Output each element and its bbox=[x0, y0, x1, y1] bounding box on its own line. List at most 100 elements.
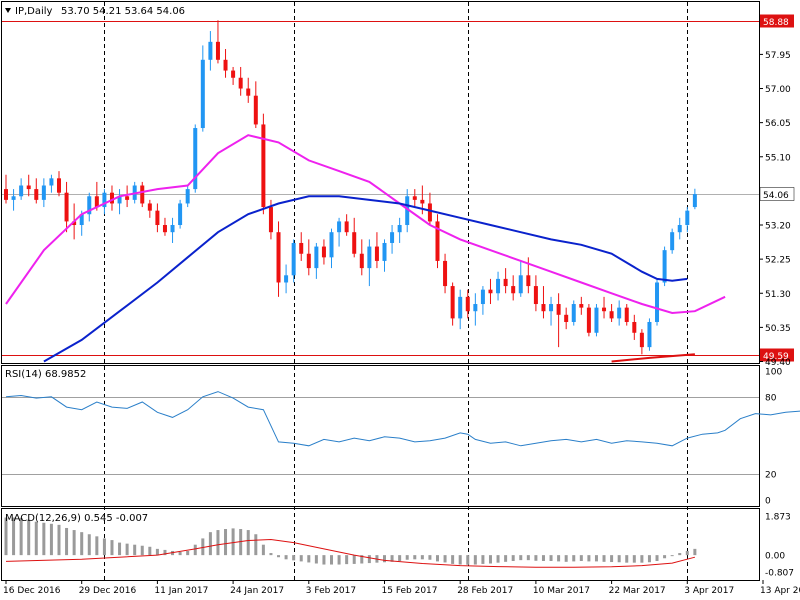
macd-bar-25 bbox=[193, 544, 197, 556]
candle-body-85 bbox=[647, 321, 652, 348]
macd-bar-81 bbox=[617, 555, 621, 563]
macd-bar-38 bbox=[292, 555, 296, 561]
rsi-tick-label-3: 0 bbox=[765, 497, 771, 507]
rsi-pane[interactable] bbox=[1, 365, 760, 507]
candle-body-1 bbox=[11, 196, 16, 200]
candle-body-4 bbox=[34, 189, 39, 200]
x-tick-label-2: 11 Jan 2017 bbox=[154, 586, 208, 596]
macd-bar-2 bbox=[19, 517, 23, 556]
candle-body-75 bbox=[571, 304, 576, 322]
macd-bar-10 bbox=[80, 532, 84, 556]
level-tag-1 bbox=[760, 348, 794, 362]
macd-bar-52 bbox=[398, 555, 402, 561]
level-label-1: 49.59 bbox=[763, 352, 789, 362]
macd-bar-27 bbox=[208, 532, 212, 556]
candle-body-47 bbox=[359, 253, 364, 269]
rsi-tick-label-2: 20 bbox=[765, 471, 777, 481]
candle-body-56 bbox=[427, 203, 432, 222]
macd-bar-68 bbox=[519, 555, 523, 561]
axes: 58.88 49.59 54.06 57.95 57.00 56.05 55.10 53.20… bbox=[3, 14, 800, 596]
macd-bar-53 bbox=[405, 555, 409, 560]
macd-bar-4 bbox=[34, 521, 38, 556]
candle-body-34 bbox=[261, 124, 266, 208]
rsi-header: RSI(14) 68.9852 bbox=[5, 369, 86, 380]
macd-bar-83 bbox=[632, 555, 636, 563]
candle-body-54 bbox=[412, 196, 417, 200]
macd-bar-0 bbox=[4, 517, 8, 556]
level-label-0: 58.88 bbox=[763, 18, 789, 28]
chevron-down-icon[interactable] bbox=[5, 8, 11, 13]
macd-bar-88 bbox=[670, 555, 674, 557]
macd-series bbox=[4, 517, 697, 568]
ma-slow-line bbox=[43, 195, 688, 363]
candle-body-24 bbox=[185, 189, 190, 204]
macd-bar-40 bbox=[307, 555, 311, 563]
candle-body-59 bbox=[450, 286, 455, 319]
candle-body-72 bbox=[549, 304, 554, 312]
candle-body-45 bbox=[344, 221, 349, 233]
candle-body-82 bbox=[624, 307, 629, 322]
macd-bar-56 bbox=[428, 555, 432, 560]
macd-bar-8 bbox=[65, 527, 69, 556]
candle-body-7 bbox=[56, 178, 61, 193]
candle-body-16 bbox=[125, 196, 130, 200]
candle-body-60 bbox=[458, 296, 463, 319]
x-tick-label-5: 15 Feb 2017 bbox=[382, 586, 438, 596]
macd-bar-19 bbox=[148, 546, 152, 556]
candle-body-11 bbox=[87, 196, 92, 215]
macd-bar-36 bbox=[277, 555, 281, 558]
candle-body-64 bbox=[488, 289, 493, 294]
x-tick-label-3: 24 Jan 2017 bbox=[230, 586, 284, 596]
macd-bar-48 bbox=[367, 555, 371, 564]
candle-body-55 bbox=[420, 199, 425, 204]
current-price-label: 54.06 bbox=[763, 191, 789, 201]
price-series bbox=[2, 20, 759, 363]
candle-body-76 bbox=[579, 304, 584, 308]
candle-body-44 bbox=[337, 221, 342, 233]
price-tick-label-6: 51.30 bbox=[765, 290, 791, 300]
candle-body-48 bbox=[367, 246, 372, 269]
candle-body-26 bbox=[200, 59, 205, 129]
macd-bar-78 bbox=[594, 555, 598, 562]
symbol-header[interactable]: IP,Daily 53.70 54.21 53.64 54.06 bbox=[5, 6, 185, 17]
macd-bar-91 bbox=[693, 548, 697, 556]
macd-bar-33 bbox=[254, 534, 258, 556]
macd-bar-65 bbox=[496, 555, 500, 563]
macd-bar-9 bbox=[72, 530, 76, 556]
x-tick-label-6: 28 Feb 2017 bbox=[457, 586, 513, 596]
candle-body-80 bbox=[609, 311, 614, 319]
macd-bar-66 bbox=[504, 555, 508, 562]
candle-body-13 bbox=[102, 192, 107, 208]
macd-bar-85 bbox=[647, 555, 651, 563]
candle-body-89 bbox=[677, 225, 682, 233]
candle-body-53 bbox=[405, 196, 410, 226]
candle-body-32 bbox=[246, 88, 251, 96]
macd-bar-46 bbox=[352, 555, 356, 564]
x-tick-label-1: 29 Dec 2016 bbox=[79, 586, 137, 596]
x-tick-label-10: 13 Apr 2017 bbox=[760, 586, 800, 596]
candle-body-71 bbox=[541, 304, 546, 312]
ma-fast-line bbox=[5, 134, 726, 315]
macd-bar-6 bbox=[49, 523, 53, 556]
candle-body-40 bbox=[306, 253, 311, 269]
macd-bar-55 bbox=[420, 555, 424, 560]
macd-bar-26 bbox=[201, 538, 205, 556]
ohlc-values: 53.70 54.21 53.64 54.06 bbox=[61, 6, 185, 17]
candle-body-5 bbox=[41, 185, 46, 200]
macd-bar-79 bbox=[602, 555, 606, 562]
macd-bar-71 bbox=[541, 555, 545, 561]
price-pane[interactable] bbox=[1, 1, 760, 364]
candle-body-21 bbox=[162, 225, 167, 233]
candle-body-23 bbox=[178, 203, 183, 226]
macd-tick-label-0: 1.873 bbox=[765, 513, 791, 523]
price-tick-label-8: 49.40 bbox=[765, 358, 791, 368]
macd-tick-label-2: -0.807 bbox=[765, 569, 794, 579]
macd-bar-18 bbox=[140, 545, 144, 556]
candle-body-69 bbox=[526, 275, 531, 287]
macd-bar-87 bbox=[663, 555, 667, 559]
candle-body-88 bbox=[670, 232, 675, 251]
candle-body-86 bbox=[655, 282, 660, 322]
macd-bar-45 bbox=[345, 555, 349, 565]
macd-bar-60 bbox=[458, 555, 462, 565]
